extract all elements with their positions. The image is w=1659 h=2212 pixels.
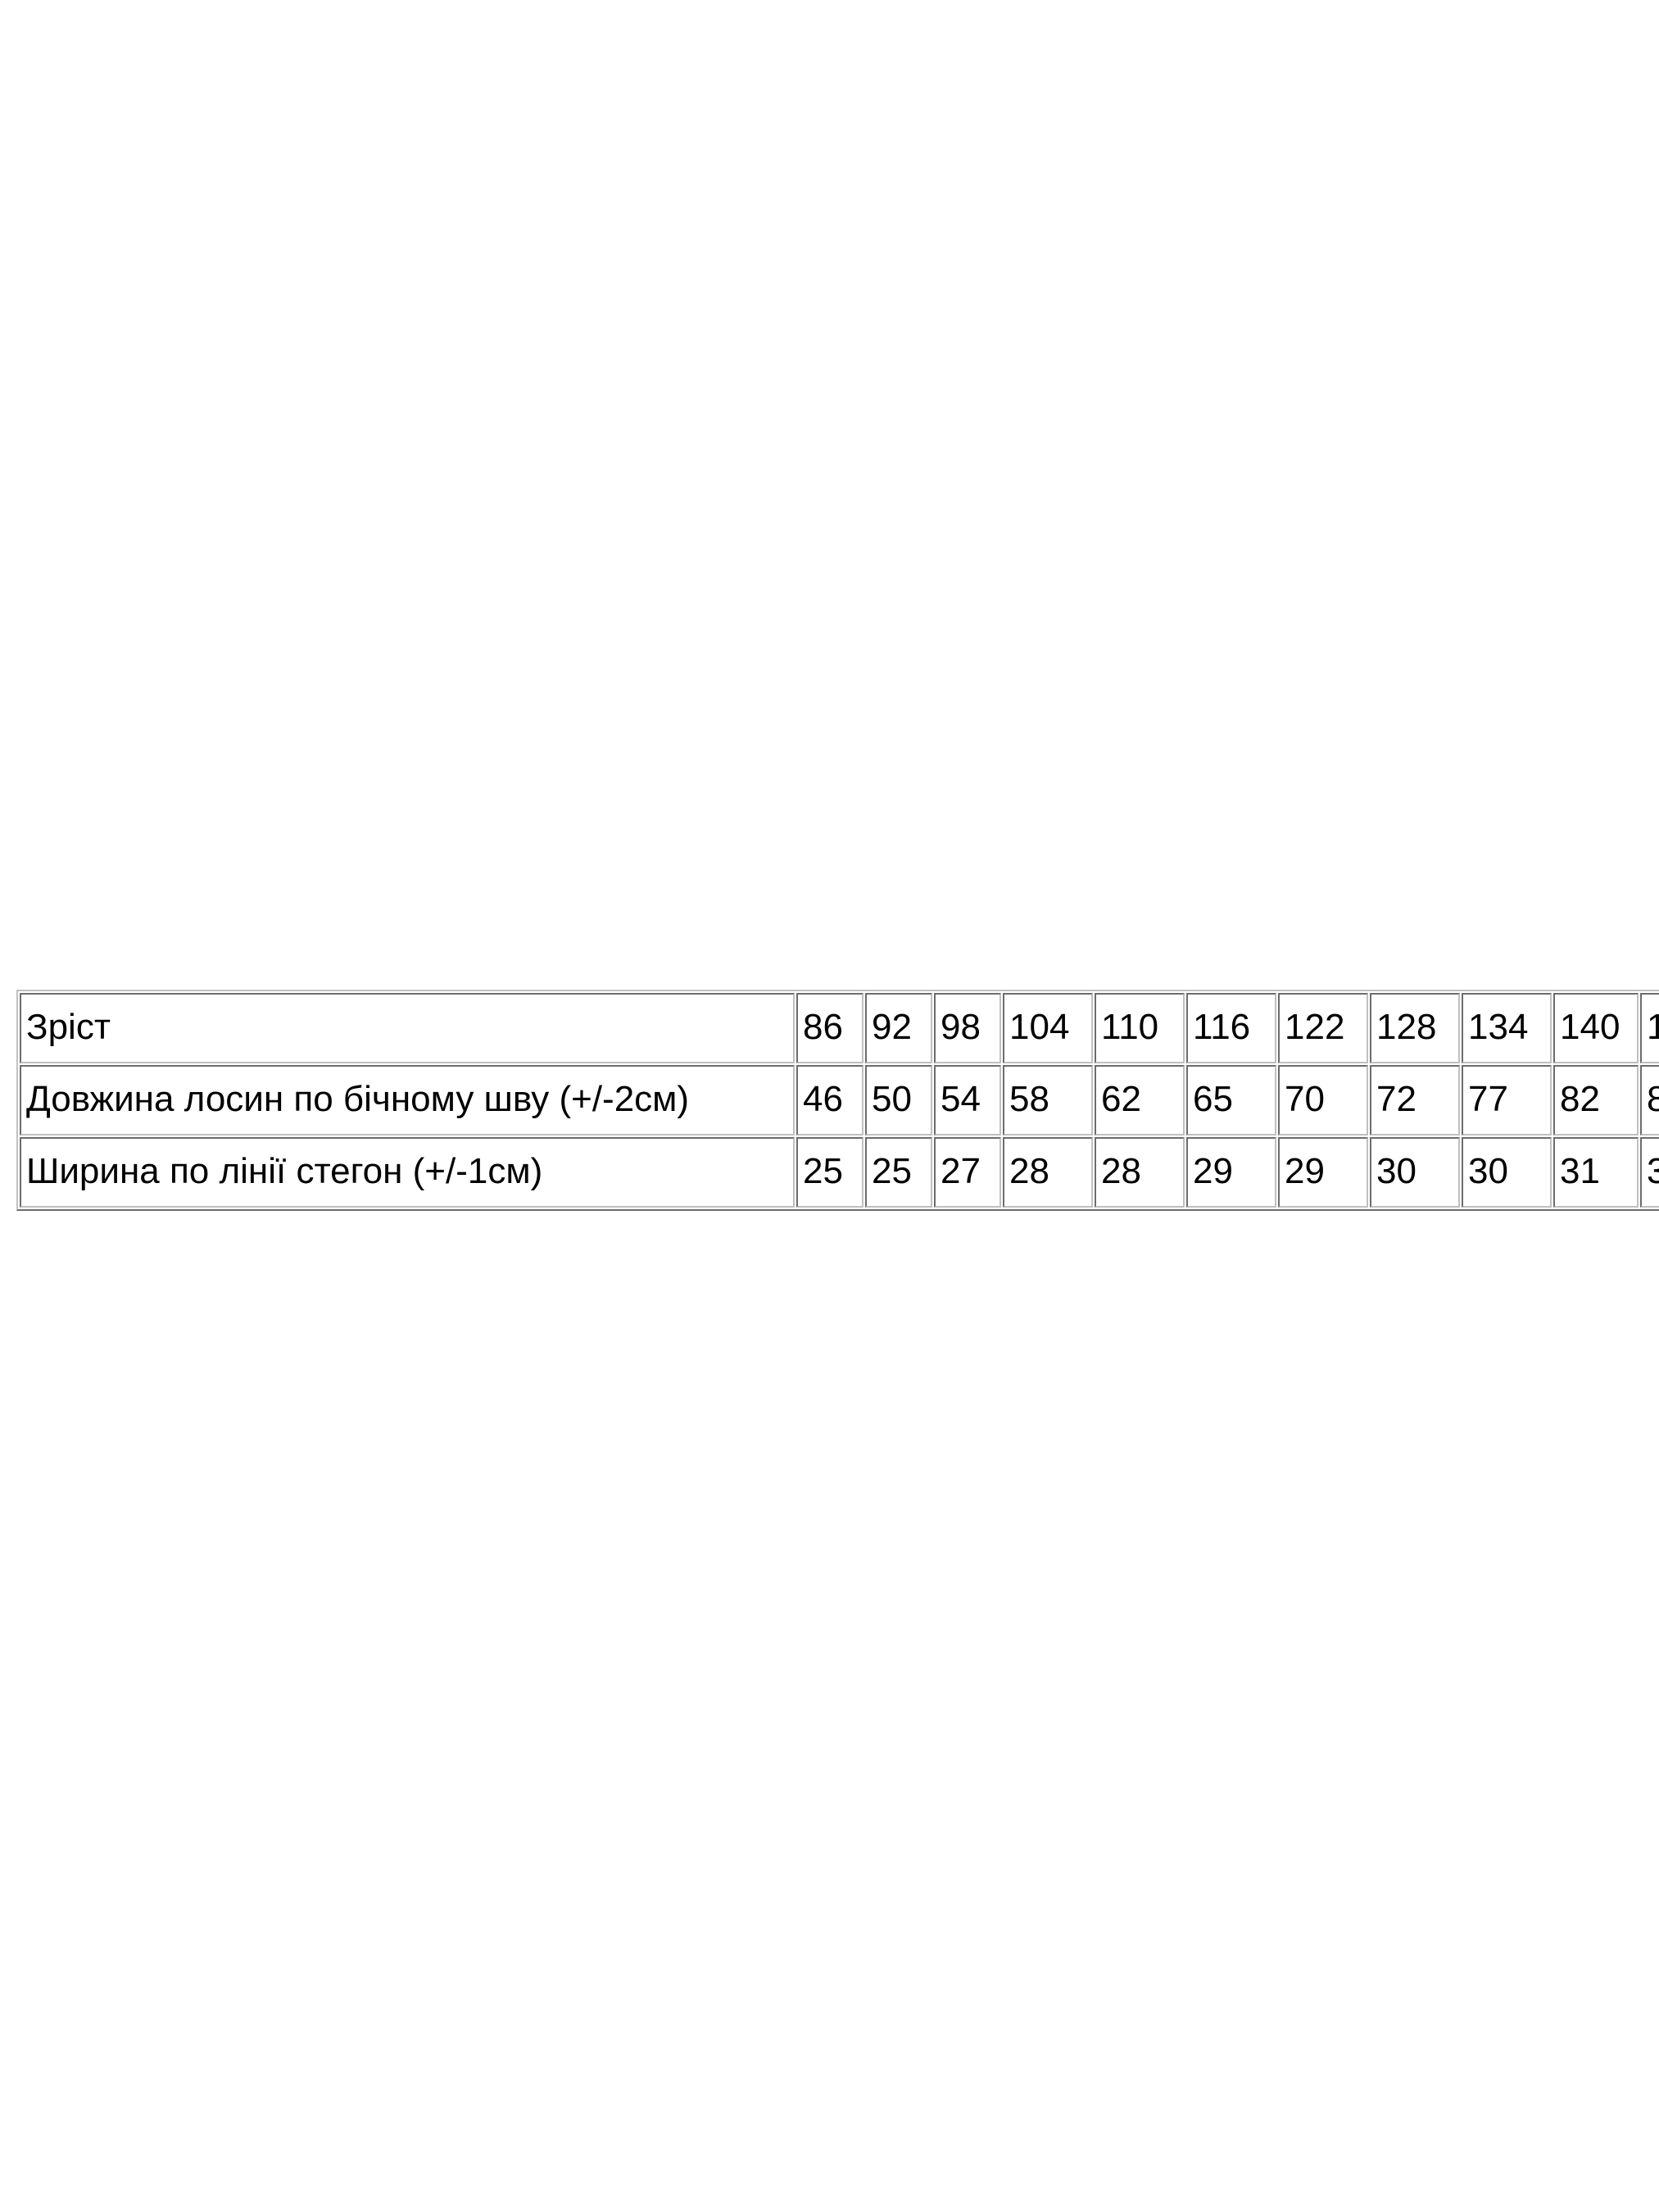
size-chart-table: Зріст 86 92 98 104 110 116 122 128 134 1…	[16, 990, 1659, 1211]
size-chart-body: Зріст 86 92 98 104 110 116 122 128 134 1…	[20, 993, 1659, 1208]
cell-length-128: 72	[1370, 1065, 1460, 1135]
cell-width-116: 29	[1186, 1137, 1276, 1208]
cell-width-98: 27	[934, 1137, 1001, 1208]
cell-height-146: 146	[1640, 993, 1659, 1063]
cell-width-140: 31	[1553, 1137, 1639, 1208]
cell-height-92: 92	[865, 993, 932, 1063]
table-row: Зріст 86 92 98 104 110 116 122 128 134 1…	[20, 993, 1659, 1063]
cell-length-122: 70	[1278, 1065, 1368, 1135]
cell-length-146: 86	[1640, 1065, 1659, 1135]
cell-height-140: 140	[1553, 993, 1639, 1063]
cell-width-134: 30	[1462, 1137, 1552, 1208]
cell-length-98: 54	[934, 1065, 1001, 1135]
cell-height-104: 104	[1003, 993, 1093, 1063]
row-label-hip-width: Ширина по лінії стегон (+/-1см)	[20, 1137, 795, 1208]
cell-height-110: 110	[1095, 993, 1185, 1063]
row-label-inseam-length: Довжина лосин по бічному шву (+/-2см)	[20, 1065, 795, 1135]
cell-width-86: 25	[796, 1137, 863, 1208]
cell-length-104: 58	[1003, 1065, 1093, 1135]
cell-width-92: 25	[865, 1137, 932, 1208]
cell-height-86: 86	[796, 993, 863, 1063]
cell-length-92: 50	[865, 1065, 932, 1135]
table-row: Довжина лосин по бічному шву (+/-2см) 46…	[20, 1065, 1659, 1135]
cell-width-104: 28	[1003, 1137, 1093, 1208]
cell-height-98: 98	[934, 993, 1001, 1063]
cell-height-122: 122	[1278, 993, 1368, 1063]
cell-height-116: 116	[1186, 993, 1276, 1063]
cell-length-116: 65	[1186, 1065, 1276, 1135]
cell-width-146: 32	[1640, 1137, 1659, 1208]
cell-length-86: 46	[796, 1065, 863, 1135]
cell-width-122: 29	[1278, 1137, 1368, 1208]
cell-height-128: 128	[1370, 993, 1460, 1063]
size-chart-container: Зріст 86 92 98 104 110 116 122 128 134 1…	[16, 990, 1659, 1211]
cell-length-134: 77	[1462, 1065, 1552, 1135]
row-label-height: Зріст	[20, 993, 795, 1063]
cell-width-128: 30	[1370, 1137, 1460, 1208]
cell-length-140: 82	[1553, 1065, 1639, 1135]
cell-height-134: 134	[1462, 993, 1552, 1063]
cell-length-110: 62	[1095, 1065, 1185, 1135]
cell-width-110: 28	[1095, 1137, 1185, 1208]
table-row: Ширина по лінії стегон (+/-1см) 25 25 27…	[20, 1137, 1659, 1208]
